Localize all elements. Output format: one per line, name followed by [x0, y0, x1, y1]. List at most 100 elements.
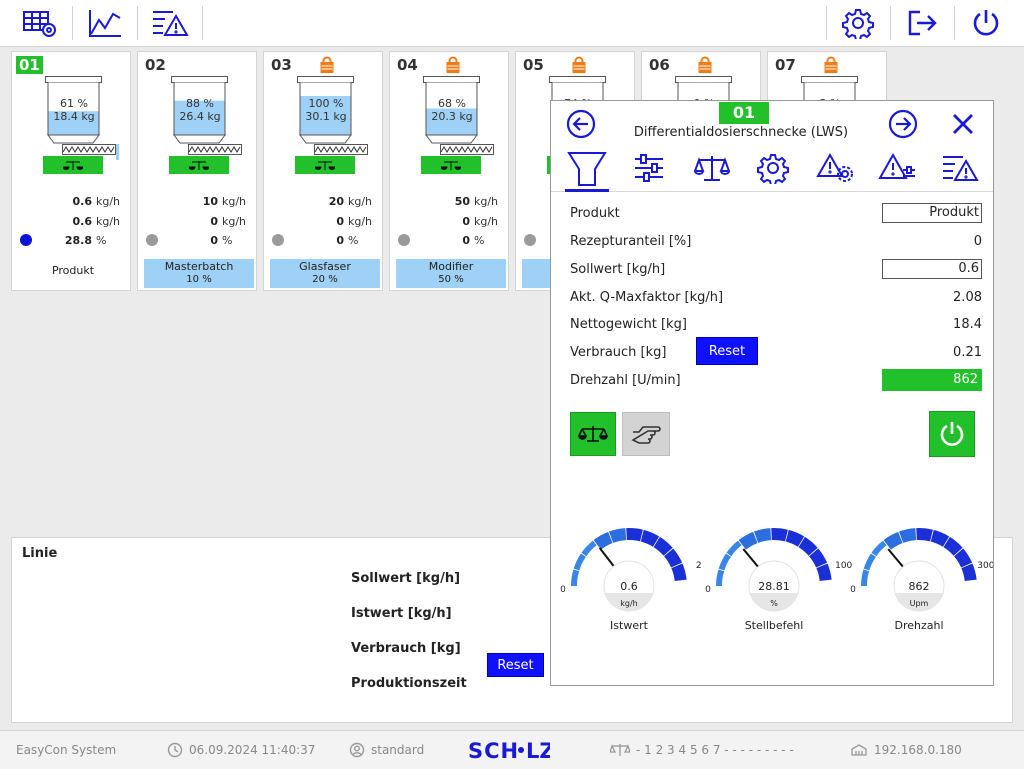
hopper-weight: 20.3 kg	[431, 110, 473, 123]
alarm-list-icon[interactable]	[140, 0, 200, 46]
gauge-scale-segment	[943, 536, 963, 556]
feeder-value-row: 50 kg/h	[454, 195, 499, 208]
gauge-hub-unit-band	[605, 593, 653, 611]
feeder-power-button[interactable]	[929, 411, 975, 457]
gauge-scale-segment	[664, 548, 683, 568]
lock-icon	[824, 56, 838, 73]
alarm-list-icon[interactable]	[941, 152, 979, 184]
gauge-unit: Upm	[910, 599, 929, 608]
gauge-scale-segment	[573, 553, 586, 571]
gauge-scale-segment	[785, 529, 805, 547]
gravimetric-scale-icon	[421, 156, 481, 174]
gauge-scale-segment	[899, 528, 917, 543]
status-dot	[398, 234, 410, 246]
status-dot	[20, 234, 32, 246]
hopper-graphic	[45, 76, 105, 146]
param-value: 0	[973, 233, 982, 249]
trend-chart-icon[interactable]	[75, 0, 135, 46]
clock-icon	[167, 742, 183, 758]
gauge-scale-segment	[626, 528, 643, 542]
gauge-unit: %	[770, 599, 778, 608]
linie-istwert-label: Istwert [kg/h]	[351, 606, 452, 621]
gauge-scale-segment	[798, 536, 818, 556]
forward-arrow-icon[interactable]	[887, 108, 919, 140]
feeder-card-04[interactable]: 04 68 % 20.3 kg 50 kg/h 0 kg/h 0% Modifier 50 %	[389, 51, 509, 291]
hopper-graphic	[423, 76, 483, 146]
feeder-card-02[interactable]: 02 88 % 26.4 kg 10 kg/h 0 kg/h 0% Masterbatch 10…	[137, 51, 257, 291]
feeder-material-label: Masterbatch 10 %	[144, 259, 254, 288]
status-dot	[524, 234, 536, 246]
gauge-value: 862	[909, 580, 930, 593]
feeder-material-label: Glasfaser 20 %	[270, 259, 380, 288]
gauge-scale-segment	[816, 563, 832, 581]
gravimetric-scale-icon	[295, 156, 355, 174]
param-input[interactable]: 0.6	[882, 259, 982, 279]
feeder-number: 02	[145, 56, 166, 74]
back-arrow-icon[interactable]	[565, 108, 597, 140]
feeder-value-row: 10 kg/h	[202, 195, 247, 208]
dialog-feeder-number: 01	[719, 102, 769, 124]
gravimetric-mode-button[interactable]	[570, 412, 616, 456]
gravimetric-scale-icon	[169, 156, 229, 174]
linie-reset-button[interactable]: Reset	[487, 653, 544, 677]
svg-text:LZ: LZ	[526, 739, 550, 762]
gauge-scale-segment	[718, 553, 731, 571]
gauge-scale-segment	[571, 569, 580, 586]
user-icon	[349, 742, 365, 758]
hopper-fill-percent: 61 %	[60, 97, 88, 110]
logout-icon[interactable]	[892, 0, 952, 46]
lock-icon	[320, 56, 334, 73]
feeder-card-01[interactable]: 01 61 % 18.4 kg 0.6 kg/h 0.6 kg/h 28.8% Produkt	[11, 51, 131, 291]
hopper-fill-percent: 100 %	[308, 97, 344, 110]
dialog-title: Differentialdosierschnecke (LWS)	[633, 125, 849, 140]
scale-icon[interactable]	[694, 153, 730, 183]
gauge-name: Stellbefehl	[745, 619, 804, 632]
user: standard	[349, 731, 424, 769]
manual-mode-hand-icon[interactable]	[622, 412, 670, 456]
param-value: 862	[882, 369, 982, 391]
hopper-fill-percent: 88 %	[186, 97, 214, 110]
power-icon[interactable]	[956, 0, 1016, 46]
param-input[interactable]: Produkt	[882, 203, 982, 223]
gauge-scale-segment	[863, 553, 876, 571]
screw-icon	[440, 144, 494, 155]
gauge-scale-segment	[861, 569, 870, 586]
sensor-warning-icon[interactable]	[877, 152, 917, 184]
param-label: Produkt	[570, 205, 620, 221]
feeder-value-row: 0 kg/h	[210, 215, 247, 228]
gear-icon[interactable]	[828, 0, 888, 46]
hopper-weight: 26.4 kg	[179, 110, 221, 123]
gauges: 0.6 kg/h 0 2 Istwert 28.81% 0 100 Stellbefehl 862…	[560, 528, 993, 632]
gear-warning-icon[interactable]	[815, 152, 855, 184]
feeder-number: 07	[775, 56, 796, 74]
screw-icon	[62, 144, 116, 155]
feeder-material-label: Produkt	[51, 264, 95, 277]
feeder-value-row: 0%	[336, 234, 359, 247]
param-value: 18.4	[953, 316, 982, 332]
gear-icon[interactable]	[757, 152, 789, 184]
hopper-weight: 18.4 kg	[53, 110, 95, 123]
scholz-logo: SCH LZ	[468, 731, 550, 769]
param-row: Produkt Produkt	[570, 202, 982, 224]
param-label: Verbrauch [kg]	[570, 344, 667, 360]
param-label: Sollwert [kg/h]	[570, 261, 666, 277]
gauge-min-label: 0	[705, 585, 711, 595]
param-value: 2.08	[953, 289, 982, 305]
close-icon[interactable]	[949, 110, 977, 138]
status-bar: EasyCon System 06.09.2024 11:40:37 stand…	[0, 730, 1024, 769]
gauge-name: Istwert	[610, 619, 649, 632]
feeder-value-row: 0.6 kg/h	[72, 195, 121, 208]
param-value: 0.21	[953, 344, 982, 360]
linie-verbrauch-label: Verbrauch [kg]	[351, 641, 461, 656]
gauge-scale-segment	[593, 531, 613, 550]
feeder-material-label: Modifier 50 %	[396, 259, 506, 288]
hopper-icon[interactable]	[565, 149, 609, 192]
sliders-icon[interactable]	[633, 153, 665, 183]
verbrauch-reset-button[interactable]: Reset	[696, 337, 758, 365]
feeder-table-icon[interactable]	[10, 0, 70, 46]
feeder-card-03[interactable]: 03 100 % 30.1 kg 20 kg/h 0 kg/h 0% Glasfaser 20 …	[263, 51, 383, 291]
feeder-value-row: 0%	[210, 234, 233, 247]
gauge-value: 0.6	[620, 580, 638, 593]
feeder-number: 03	[271, 56, 292, 74]
gauge-hub-unit-band	[750, 593, 798, 611]
